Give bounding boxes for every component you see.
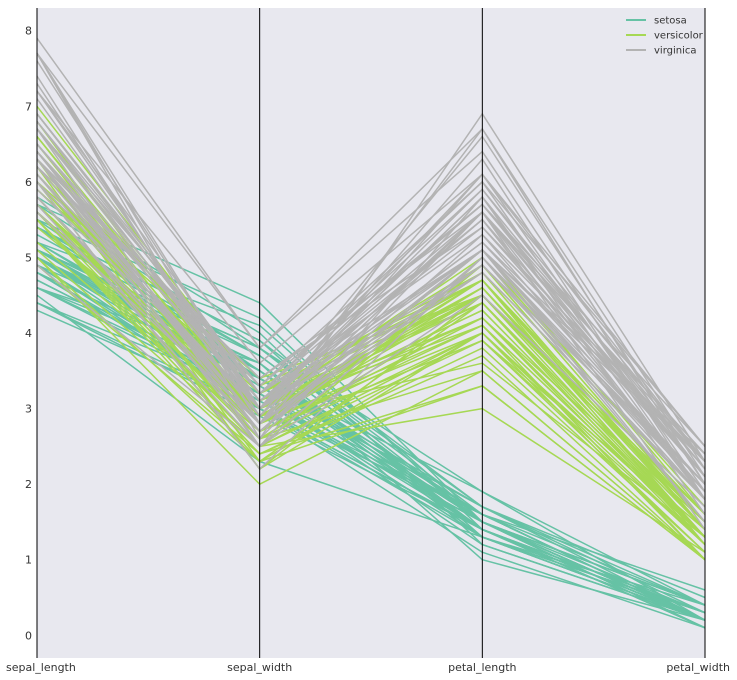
x-tick-label: sepal_length [6, 661, 76, 674]
legend: setosa versicolor virginica [626, 16, 704, 57]
virginica-line [36, 166, 706, 463]
y-tick-label: 1 [25, 554, 32, 567]
y-tick-label: 4 [25, 327, 32, 340]
versicolor-line [36, 219, 706, 538]
axis-lines [36, 8, 706, 658]
x-tick-labels: sepal_length sepal_width petal_length petal… [6, 661, 730, 674]
virginica-line [36, 128, 706, 455]
y-tick-label: 8 [25, 25, 32, 38]
y-tick-label: 5 [25, 251, 32, 264]
y-tick-label: 3 [25, 403, 32, 416]
series-virginica [36, 37, 706, 530]
x-tick-label: petal_length [448, 661, 516, 674]
y-tick-labels: 0 1 2 3 4 5 6 7 8 [25, 25, 32, 643]
versicolor-line [36, 249, 706, 553]
y-tick-label: 7 [25, 100, 32, 113]
y-tick-label: 2 [25, 478, 32, 491]
virginica-line [36, 151, 706, 470]
virginica-line [36, 196, 706, 493]
x-tick-label: sepal_width [227, 661, 292, 674]
versicolor-line [36, 219, 706, 561]
virginica-line [36, 181, 706, 523]
virginica-line [36, 188, 706, 500]
series-lines [36, 37, 706, 629]
legend-label-setosa: setosa [654, 16, 687, 27]
legend-label-versicolor: versicolor [654, 31, 704, 42]
virginica-line [36, 143, 706, 485]
legend-label-virginica: virginica [654, 46, 697, 57]
virginica-line [36, 52, 706, 485]
x-tick-label: petal_width [666, 661, 730, 674]
virginica-line [36, 52, 706, 470]
versicolor-line [36, 256, 706, 561]
y-tick-label: 6 [25, 176, 32, 189]
virginica-line [36, 264, 706, 508]
virginica-line [36, 128, 706, 447]
y-tick-label: 0 [25, 629, 32, 642]
virginica-line [36, 90, 706, 447]
